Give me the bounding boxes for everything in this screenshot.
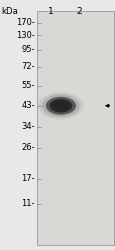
Text: 72-: 72- bbox=[21, 62, 34, 71]
Text: 1: 1 bbox=[48, 7, 53, 16]
Text: 55-: 55- bbox=[21, 81, 34, 90]
Text: 43-: 43- bbox=[21, 101, 34, 110]
Text: 34-: 34- bbox=[21, 122, 34, 131]
Text: 26-: 26- bbox=[21, 144, 34, 152]
Text: 130-: 130- bbox=[16, 30, 34, 40]
Text: 170-: 170- bbox=[16, 18, 34, 27]
Ellipse shape bbox=[42, 94, 79, 117]
Text: 2: 2 bbox=[75, 7, 81, 16]
Ellipse shape bbox=[49, 99, 72, 112]
Ellipse shape bbox=[38, 92, 83, 119]
Text: 11-: 11- bbox=[21, 199, 34, 208]
Text: 95-: 95- bbox=[21, 46, 34, 54]
Text: kDa: kDa bbox=[1, 7, 18, 16]
Text: 17-: 17- bbox=[21, 174, 34, 183]
FancyBboxPatch shape bbox=[37, 11, 113, 245]
Ellipse shape bbox=[53, 101, 68, 110]
Ellipse shape bbox=[45, 97, 75, 115]
